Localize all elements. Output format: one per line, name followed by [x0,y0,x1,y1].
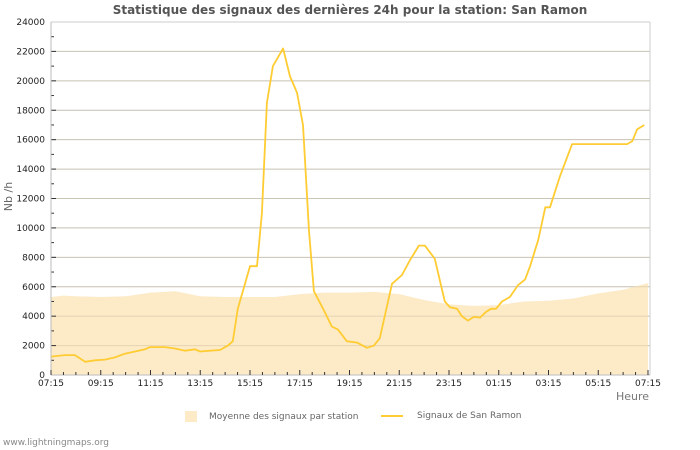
svg-text:10000: 10000 [16,224,45,234]
legend-item-station: Signaux de San Ramon [381,411,522,421]
chart-title: Statistique des signaux des dernières 24… [112,3,588,17]
svg-text:20000: 20000 [16,77,45,87]
legend-label-station: Signaux de San Ramon [417,411,522,421]
svg-text:01:15: 01:15 [486,379,512,389]
svg-text:16000: 16000 [16,136,45,146]
gridlines-overlay [51,21,650,347]
svg-text:0: 0 [39,371,45,381]
svg-text:12000: 12000 [16,195,45,205]
svg-text:13:15: 13:15 [187,379,213,389]
svg-text:03:15: 03:15 [536,379,562,389]
x-axis-label: Heure [616,390,650,403]
site-credit: www.lightningmaps.org [3,438,109,448]
svg-text:05:15: 05:15 [585,379,611,389]
svg-text:14000: 14000 [16,165,45,175]
svg-text:15:15: 15:15 [237,379,263,389]
svg-text:21:15: 21:15 [386,379,412,389]
axes: 0 2000 4000 6000 8000 10000 12000 14000 16000 180… [16,18,661,389]
svg-text:17:15: 17:15 [287,379,313,389]
svg-text:6000: 6000 [22,283,45,293]
svg-text:2000: 2000 [22,342,45,352]
svg-text:09:15: 09:15 [88,379,114,389]
svg-text:24000: 24000 [16,18,45,28]
line-swatch-icon [381,415,403,417]
svg-text:07:15: 07:15 [38,379,64,389]
average-area-series [51,283,648,375]
svg-text:18000: 18000 [16,106,45,116]
svg-text:8000: 8000 [22,253,45,263]
station-line-series [50,47,645,363]
svg-text:4000: 4000 [22,312,45,322]
plot-area: 0 2000 4000 6000 8000 10000 12000 14000 16000 180… [16,18,661,389]
legend-label-average: Moyenne des signaux par station [209,411,359,422]
area-swatch-icon [185,411,197,422]
svg-text:22000: 22000 [16,47,45,57]
legend-item-average: Moyenne des signaux par station [185,411,359,422]
svg-text:11:15: 11:15 [138,379,164,389]
svg-text:07:15: 07:15 [635,379,661,389]
svg-text:23:15: 23:15 [436,379,462,389]
svg-text:19:15: 19:15 [337,379,363,389]
